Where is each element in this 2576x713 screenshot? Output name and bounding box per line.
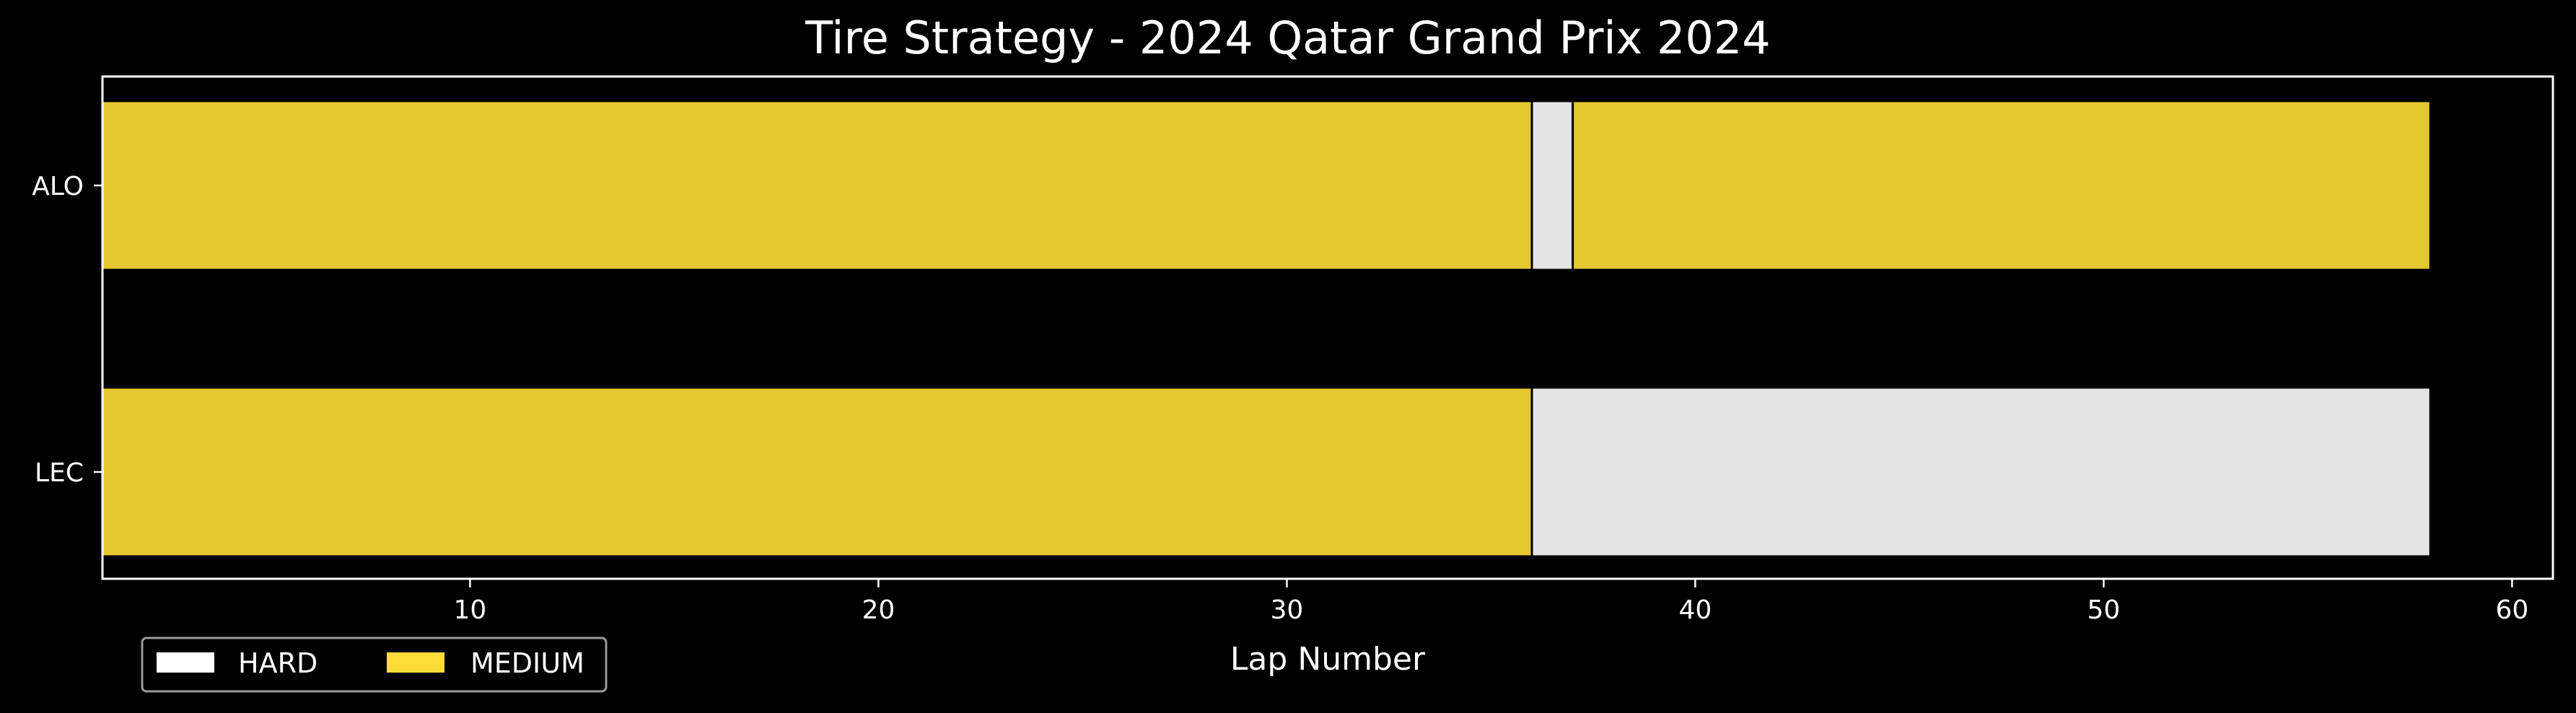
- x-axis-label: Lap Number: [1230, 641, 1426, 678]
- stint-bar-lec-2: [1530, 386, 2432, 558]
- legend-label-medium: MEDIUM: [470, 647, 584, 679]
- x-tick-label-20: 20: [862, 595, 895, 625]
- x-tick-label-10: 10: [453, 595, 486, 625]
- legend-label-hard: HARD: [238, 647, 317, 679]
- x-tick-label-40: 40: [1678, 595, 1712, 625]
- driver-row-alo: [101, 100, 2432, 271]
- y-axis: ALO LEC: [32, 172, 102, 488]
- x-axis: 10 20 30 40 50 60: [453, 579, 2528, 625]
- stint-bar-alo-2: [1530, 100, 1574, 271]
- stint-bar-alo-3: [1572, 100, 2432, 271]
- stint-bar-alo-1: [101, 100, 1533, 271]
- chart-title: Tire Strategy - 2024 Qatar Grand Prix 20…: [805, 12, 1770, 64]
- legend: HARD MEDIUM: [141, 637, 608, 693]
- driver-row-lec: [101, 386, 2432, 558]
- y-tick-label-alo: ALO: [32, 172, 84, 201]
- x-tick-label-50: 50: [2087, 595, 2120, 625]
- stint-bar-lec-1: [101, 386, 1533, 558]
- y-tick-label-lec: LEC: [35, 458, 84, 488]
- x-tick-label-60: 60: [2495, 595, 2528, 625]
- legend-swatch-medium: [387, 652, 444, 673]
- bars-layer: [101, 100, 2432, 558]
- x-tick-label-30: 30: [1270, 595, 1303, 625]
- legend-box: [141, 637, 608, 693]
- legend-swatch-hard: [157, 652, 214, 673]
- plot-frame: [101, 75, 2554, 580]
